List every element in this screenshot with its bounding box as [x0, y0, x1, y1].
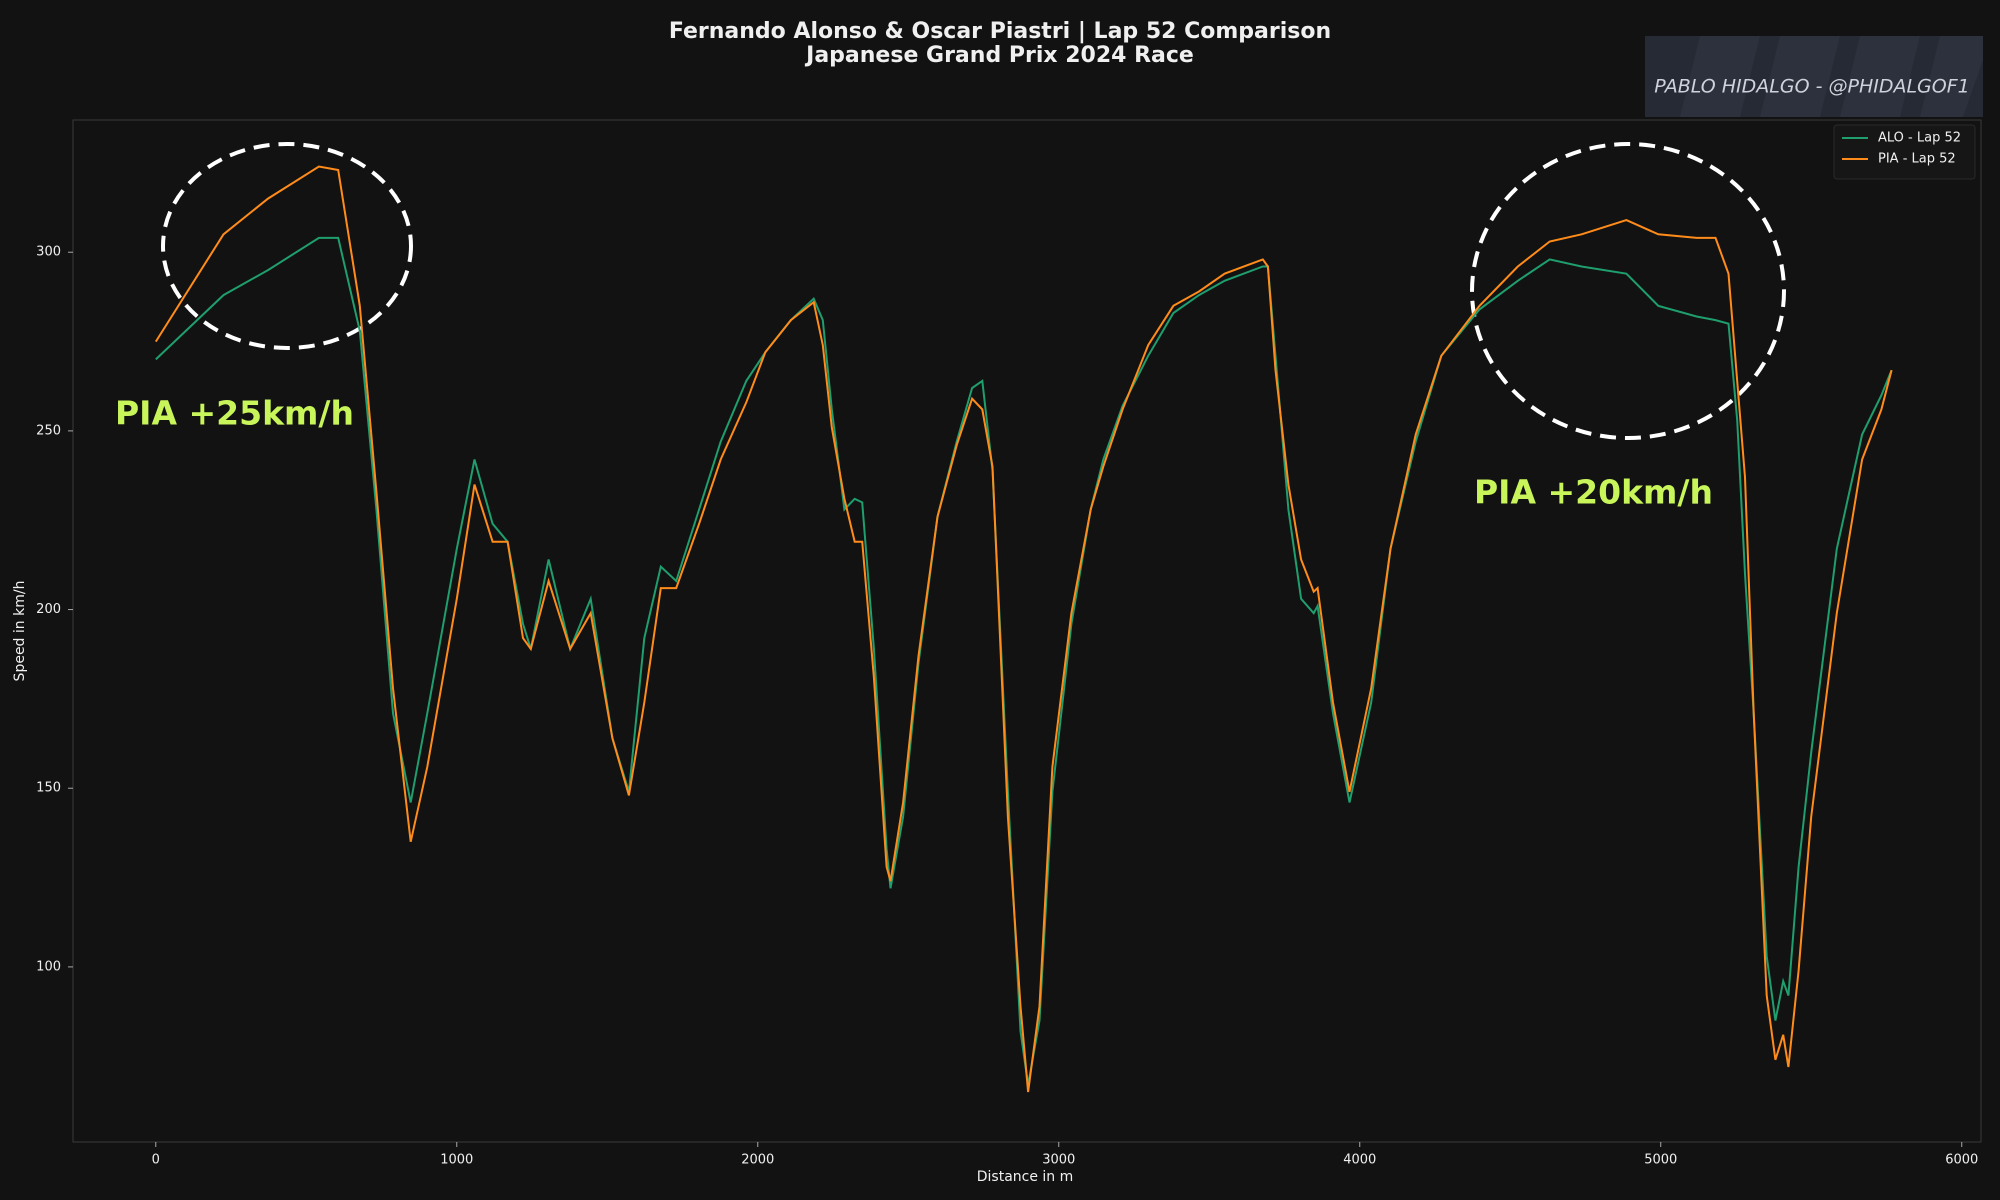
legend-box — [1833, 124, 1976, 180]
watermark-stripe — [1760, 36, 1840, 117]
chart-subtitle: Japanese Grand Prix 2024 Race — [804, 43, 1194, 68]
watermark-stripe — [1680, 36, 1760, 117]
y-tick-label: 200 — [36, 602, 61, 617]
speed-line — [155, 236, 1893, 1085]
y-tick-label: 300 — [36, 245, 61, 260]
x-tick-label: 1000 — [440, 1153, 473, 1168]
watermark-stripe — [1920, 36, 1983, 117]
x-tick-label: 4000 — [1343, 1153, 1376, 1168]
legend-label: ALO - Lap 52 — [1878, 131, 1961, 146]
annotation: PIA +25km/h — [115, 394, 354, 433]
y-tick-label: 100 — [36, 959, 61, 974]
watermark-box: PABLO HIDALGO - @PHIDALGOF1 — [1645, 36, 1983, 117]
legend-label: PIA - Lap 52 — [1878, 152, 1956, 167]
plot-frame — [72, 119, 1982, 1143]
y-axis-label: Speed in km/h — [12, 581, 28, 682]
y-tick-label: 150 — [36, 781, 61, 796]
y-tick-label: 250 — [36, 423, 61, 438]
chart-title: Fernando Alonso & Oscar Piastri | Lap 52… — [669, 19, 1331, 44]
x-tick-label: 5000 — [1644, 1153, 1677, 1168]
x-axis-label: Distance in m — [977, 1169, 1074, 1185]
watermark-stripe — [1840, 36, 1920, 117]
highlight-ellipse — [161, 142, 413, 350]
x-tick-label: 2000 — [741, 1153, 774, 1168]
x-tick-label: 6000 — [1945, 1153, 1978, 1168]
x-tick-label: 0 — [152, 1153, 160, 1168]
watermark: PABLO HIDALGO - @PHIDALGOF1 — [1654, 76, 1970, 98]
annotation: PIA +20km/h — [1474, 473, 1713, 512]
highlight-ellipse — [1470, 142, 1786, 440]
x-tick-label: 3000 — [1042, 1153, 1075, 1168]
speed-line — [154, 165, 1893, 1093]
